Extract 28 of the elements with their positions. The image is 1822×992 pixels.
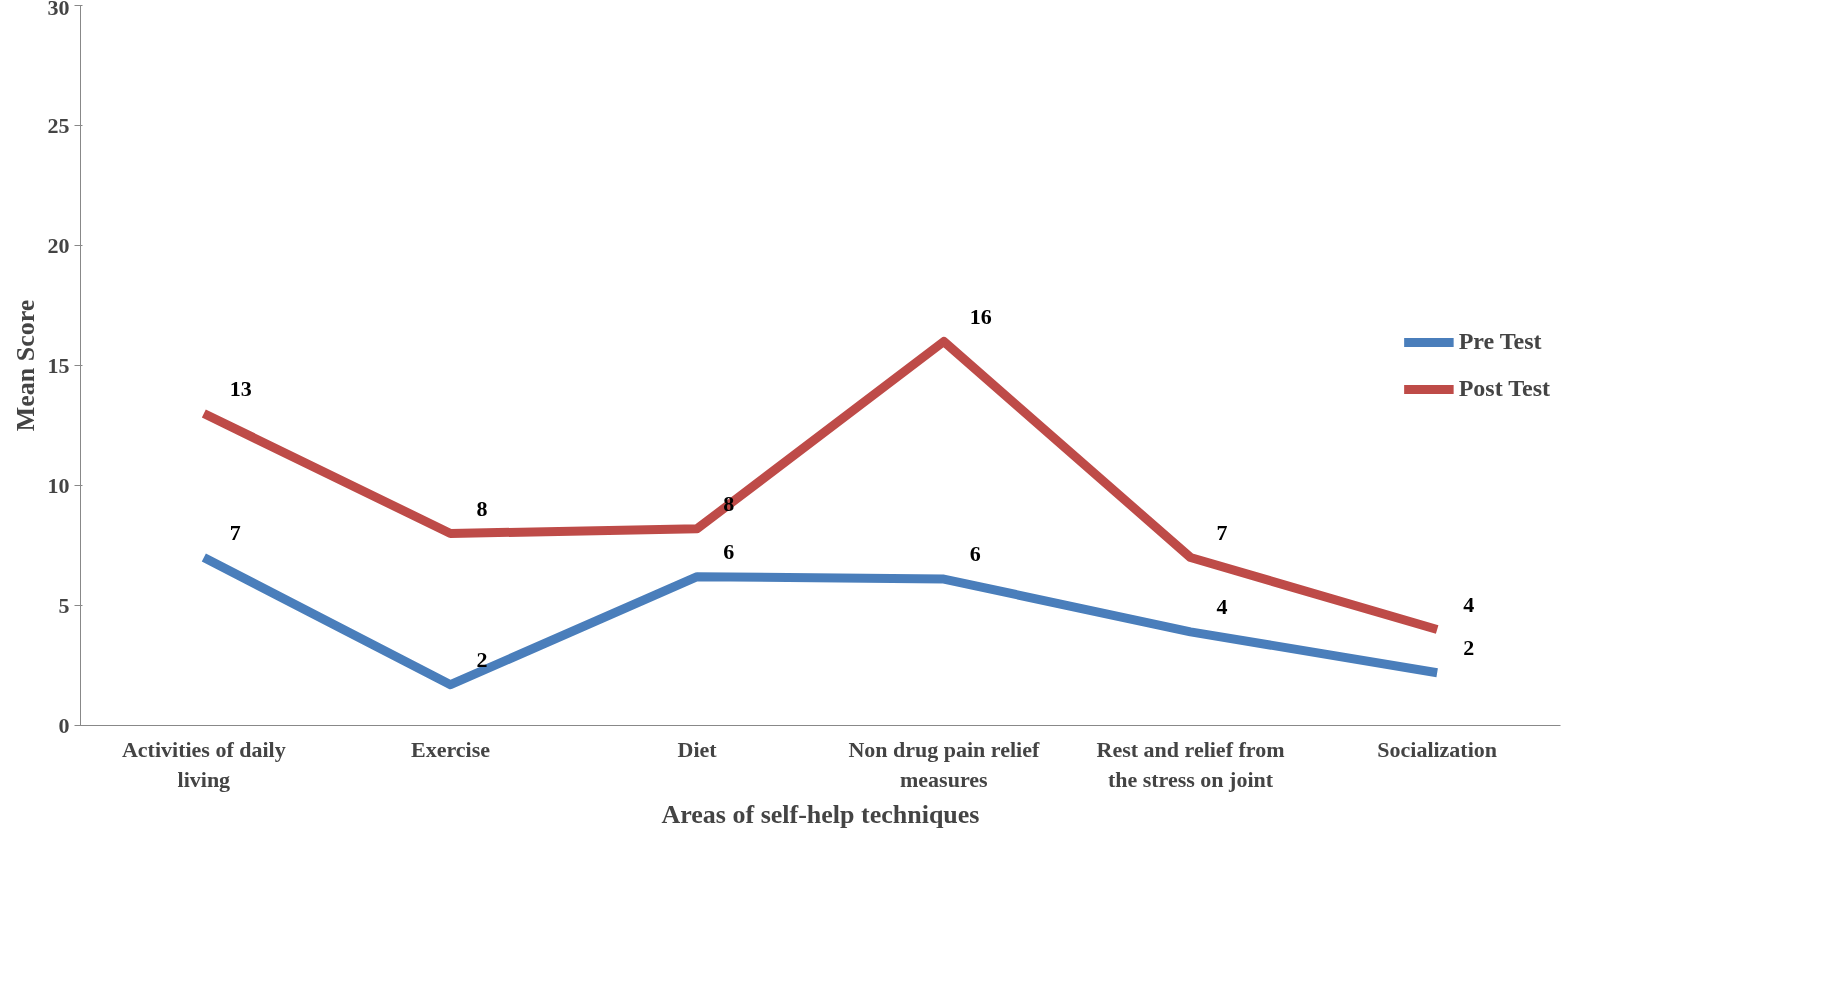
data-label: 2 [1463, 634, 1475, 660]
x-tick-label: Exercise [411, 736, 491, 762]
x-tick-label: Activities of daily living [121, 736, 286, 792]
y-axis-title: Mean Score [10, 299, 40, 432]
data-label: 7 [229, 519, 241, 545]
legend-label: Post Test [1458, 375, 1550, 402]
legend-label: Pre Test [1458, 328, 1542, 355]
data-label: 6 [723, 538, 735, 564]
y-tick-label: 5 [58, 592, 70, 618]
x-tick-label: Socialization [1377, 736, 1498, 762]
data-label: 4 [1216, 593, 1228, 619]
x-tick-label: Diet [677, 736, 718, 762]
data-label: 13 [229, 375, 252, 401]
data-label: 7 [1216, 519, 1228, 545]
x-axis-title: Areas of self-help techniques [661, 799, 980, 829]
y-tick-label: 30 [47, 0, 70, 20]
data-label: 16 [969, 303, 992, 329]
data-label: 8 [476, 495, 488, 521]
data-label: 2 [476, 646, 488, 672]
x-tick-label: Non drug pain relief measures [848, 736, 1040, 792]
x-tick-label: Rest and relief from the stress on joint [1096, 736, 1285, 792]
y-tick-label: 25 [47, 112, 70, 138]
y-tick-label: 20 [47, 232, 70, 258]
y-tick-label: 0 [58, 712, 70, 738]
y-tick-label: 10 [47, 472, 70, 498]
y-tick-label: 15 [47, 352, 70, 378]
data-label: 6 [969, 541, 981, 567]
data-label: 4 [1463, 591, 1475, 617]
